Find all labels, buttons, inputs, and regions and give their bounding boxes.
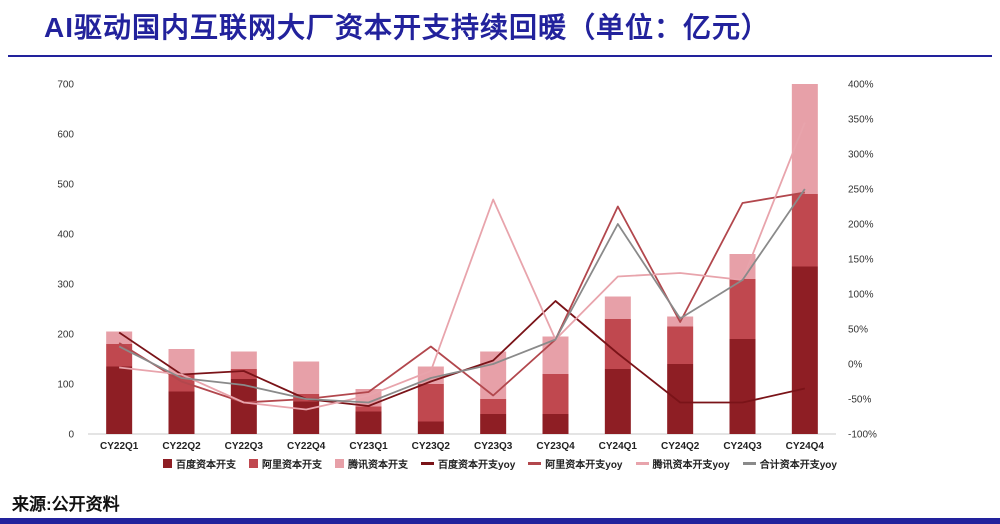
right-axis-tick-label: -100% — [848, 430, 877, 441]
right-axis-tick-label: 200% — [848, 220, 874, 231]
bar-segment-ali_bar — [791, 194, 818, 267]
legend-item: 百度资本开支yoy — [421, 456, 515, 471]
bar-segment-baidu_bar — [417, 421, 444, 434]
x-tick-label: CY23Q4 — [536, 441, 575, 452]
x-tick-label: CY22Q4 — [287, 441, 326, 452]
bar-segment-baidu_bar — [729, 339, 756, 434]
left-axis-tick-label: 100 — [57, 380, 74, 391]
legend-swatch — [335, 459, 345, 468]
yoy-line-total_line — [118, 188, 806, 404]
bar-segment-tencent_bar — [293, 361, 320, 394]
legend-line-marker — [528, 462, 542, 465]
legend-label: 阿里资本开支yoy — [545, 460, 623, 471]
bar-segment-baidu_bar — [168, 391, 195, 434]
bar-segment-tencent_bar — [168, 349, 195, 374]
right-axis-tick-label: 0% — [848, 360, 863, 371]
right-axis-tick-label: 350% — [848, 115, 874, 126]
left-axis-tick-label: 300 — [57, 280, 74, 291]
x-tick-label: CY22Q2 — [162, 441, 201, 452]
legend-item: 腾讯资本开支 — [335, 456, 408, 471]
yoy-line-baidu_line — [118, 300, 806, 407]
bar-segment-ali_bar — [480, 399, 507, 414]
legend-item: 百度资本开支 — [163, 456, 236, 471]
title-divider — [8, 55, 992, 57]
x-tick-label: CY24Q3 — [723, 441, 762, 452]
x-tick-label: CY23Q3 — [474, 441, 513, 452]
bar-segment-ali_bar — [417, 384, 444, 422]
bar-segment-ali_bar — [667, 326, 694, 364]
right-axis-tick-label: 250% — [848, 185, 874, 196]
bar-segment-ali_bar — [230, 369, 257, 379]
bar-segment-baidu_bar — [355, 411, 382, 434]
legend-label: 腾讯资本开支 — [348, 460, 409, 471]
legend-swatch — [249, 459, 259, 468]
bar-segment-baidu_bar — [106, 366, 133, 434]
bar-segment-baidu_bar — [293, 401, 320, 434]
legend-label: 合计资本开支yoy — [759, 460, 837, 471]
bar-segment-baidu_bar — [230, 379, 257, 434]
legend-item: 腾讯资本开支yoy — [635, 456, 730, 471]
left-axis-tick-label: 200 — [57, 330, 74, 341]
x-tick-label: CY22Q3 — [225, 441, 264, 452]
x-tick-label: CY24Q4 — [786, 441, 825, 452]
page-title: AI驱动国内互联网大厂资本开支持续回暖（单位：亿元） — [44, 12, 771, 43]
source-note: 来源:公开资料 — [12, 495, 120, 514]
x-tick-label: CY23Q2 — [412, 441, 451, 452]
bar-segment-baidu_bar — [604, 369, 631, 434]
right-axis-tick-label: 100% — [848, 290, 874, 301]
bar-segment-ali_bar — [355, 406, 382, 412]
bar-segment-baidu_bar — [480, 414, 507, 434]
x-tick-label: CY24Q2 — [661, 441, 700, 452]
bar-segment-tencent_bar — [106, 331, 133, 344]
yoy-line-tencent_line — [119, 122, 806, 411]
right-axis-tick-label: 50% — [848, 325, 868, 336]
right-axis-tick-label: 400% — [848, 80, 874, 91]
left-axis-tick-label: 700 — [57, 80, 74, 91]
legend-label: 百度资本开支 — [176, 460, 237, 471]
capex-chart: 0 100 200 300 400 500 600 700 -100% -50% 0% 50% 100%… — [57, 80, 877, 453]
left-axis-tick-label: 600 — [57, 130, 74, 141]
bar-segment-ali_bar — [729, 279, 756, 339]
legend-line-marker — [742, 462, 756, 465]
left-axis-tick-label: 0 — [68, 430, 74, 441]
footer-accent-bar — [0, 518, 1000, 524]
chart-legend: 百度资本开支 阿里资本开支 腾讯资本开支 百度资本开支yoy 阿里资本开支yoy 腾讯资本… — [0, 456, 1000, 471]
right-axis-tick-label: 300% — [848, 150, 874, 161]
legend-item: 阿里资本开支yoy — [528, 456, 623, 471]
right-axis-tick-label: 150% — [848, 255, 874, 266]
legend-label: 腾讯资本开支yoy — [652, 460, 730, 471]
bar-segment-ali_bar — [293, 394, 320, 402]
bar-segment-baidu_bar — [791, 266, 818, 434]
right-axis-tick-label: -50% — [848, 395, 871, 406]
bar-segment-tencent_bar — [604, 296, 631, 319]
legend-item: 合计资本开支yoy — [742, 456, 837, 471]
legend-label: 百度资本开支yoy — [438, 460, 516, 471]
legend-item: 阿里资本开支 — [249, 456, 322, 471]
bar-segment-baidu_bar — [667, 364, 694, 434]
bar-segment-tencent_bar — [791, 84, 818, 194]
x-tick-label: CY22Q1 — [100, 441, 139, 452]
x-tick-label: CY23Q1 — [349, 441, 388, 452]
bar-segment-tencent_bar — [480, 351, 507, 399]
x-tick-label: CY24Q1 — [599, 441, 638, 452]
legend-swatch — [163, 459, 173, 468]
left-axis-tick-label: 500 — [57, 180, 74, 191]
legend-line-marker — [635, 462, 649, 465]
legend-line-marker — [421, 462, 435, 465]
bar-segment-tencent_bar — [230, 351, 257, 369]
bar-segment-ali_bar — [542, 374, 569, 414]
bar-segment-baidu_bar — [542, 414, 569, 434]
left-axis-tick-label: 400 — [57, 230, 74, 241]
legend-label: 阿里资本开支 — [262, 460, 323, 471]
